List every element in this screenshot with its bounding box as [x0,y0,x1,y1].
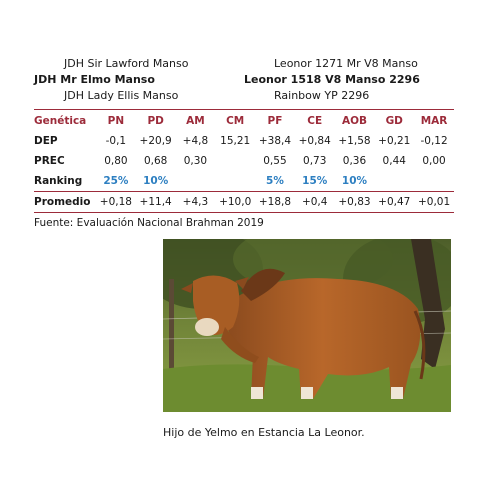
column-header: MAR [420,115,448,127]
source-note: Fuente: Evaluación Nacional Brahman 2019 [34,217,264,229]
sire-sire: JDH Sir Lawford Manso [64,57,189,70]
table-cell: +11,4 [139,196,172,208]
row-label: PREC [34,155,65,167]
column-header: Genética [34,115,87,127]
genetics-table: Genética PN PD AM CM PF CE AOB GD MAR DE… [34,111,454,212]
table-cell: 0,36 [342,155,367,167]
column-header: PF [267,115,283,127]
table-cell: +18,8 [258,196,292,208]
ranking-cell: 15% [302,175,328,187]
table-cell: +10,0 [219,196,252,208]
column-header: CM [226,115,245,127]
ranking-cell: 10% [143,175,169,187]
table-cell: +0,18 [99,196,132,208]
column-header: GD [385,115,403,127]
table-cell: 0,68 [143,155,168,167]
table-cell: -0,12 [420,135,448,147]
table-cell: +4,3 [182,196,209,208]
table-cell: +0,47 [378,196,411,208]
table-cell: +0,01 [417,196,451,208]
table-cell: 15,21 [220,135,251,147]
table-cell: +1,58 [338,135,371,147]
table-header-row: Genética PN PD AM CM PF CE AOB GD MAR [34,111,454,131]
ranking-cell: 10% [341,175,368,187]
row-label: Ranking [34,175,83,187]
column-header: PN [107,115,125,127]
table-top-rule [34,109,454,110]
sire: JDH Mr Elmo Manso [34,73,155,86]
row-label: Promedio [34,196,91,208]
table-cell: +0,4 [301,196,328,208]
column-header: CE [307,115,323,127]
table-cell: -0,1 [105,135,127,147]
table-cell: +0,83 [338,196,371,208]
pedigree: JDH Sir Lawford Manso Leonor 1271 Mr V8 … [34,56,464,104]
dam-sire: Leonor 1271 Mr V8 Manso [274,57,418,70]
dam: Leonor 1518 V8 Manso 2296 [244,73,420,86]
ranking-cell [414,171,454,192]
photo-caption: Hijo de Yelmo en Estancia La Leonor. [163,426,365,439]
table-cell: +20,9 [139,135,172,147]
table-row: DEP -0,1 +20,9 +4,8 15,21 +38,4 +0,84 +1… [34,131,454,151]
ranking-cell: 5% [266,175,284,187]
sire-dam: JDH Lady Ellis Manso [64,89,179,102]
ranking-cell [374,171,414,192]
table-row: Ranking 25% 10% 5% 15% 10% [34,171,454,192]
column-header: AM [186,115,205,127]
table-cell: 0,30 [183,155,208,167]
table-cell: 0,80 [104,155,128,167]
ranking-cell [215,171,255,192]
column-header: PD [147,115,164,127]
pedigree-row: JDH Mr Elmo Manso Leonor 1518 V8 Manso 2… [34,72,464,88]
table-cell: +4,8 [182,135,209,147]
table-cell: +38,4 [258,135,292,147]
bull-photo [163,239,451,412]
table-bottom-rule [34,212,454,213]
table-cell [215,151,255,171]
dam-dam: Rainbow YP 2296 [274,89,370,102]
table-cell: 0,44 [382,155,406,167]
row-label: DEP [34,135,58,147]
ranking-cell: 25% [103,175,129,187]
pedigree-row: JDH Lady Ellis Manso Rainbow YP 2296 [34,88,464,104]
pedigree-row: JDH Sir Lawford Manso Leonor 1271 Mr V8 … [34,56,464,72]
table-row: Promedio +0,18 +11,4 +4,3 +10,0 +18,8 +0… [34,191,454,213]
table-row: PREC 0,80 0,68 0,30 0,55 0,73 0,36 0,44 … [34,151,454,171]
table-cell: 0,55 [263,155,287,167]
ranking-cell [176,171,216,192]
table-cell: +0,21 [378,135,411,147]
table-cell: +0,84 [298,135,331,147]
table-cell: 0,73 [303,155,327,167]
column-header: AOB [341,115,367,127]
bull-photo-illustration [163,239,451,412]
table-cell: 0,00 [422,155,446,167]
